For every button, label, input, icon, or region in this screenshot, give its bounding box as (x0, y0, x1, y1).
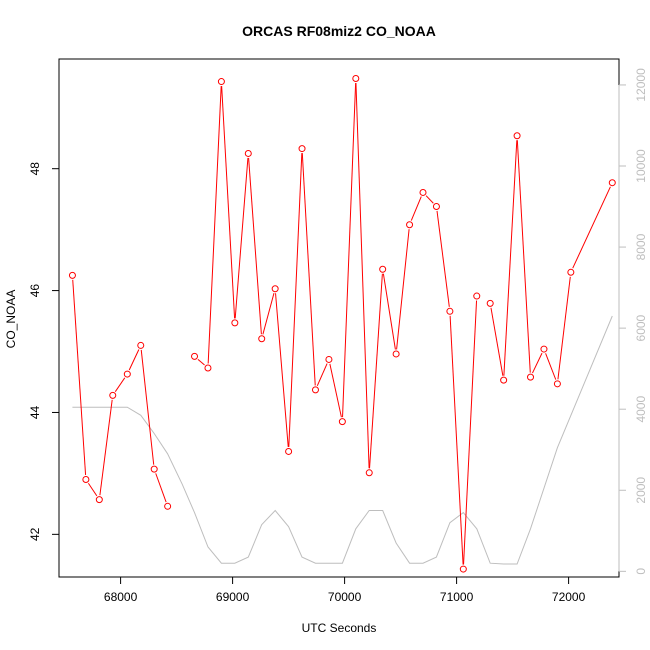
y2-tick-label: 10000 (634, 149, 648, 183)
co-data-point (231, 319, 239, 327)
co-data-point (446, 307, 454, 315)
y-tick-label: 46 (28, 284, 42, 298)
co-data-point (406, 221, 414, 229)
co-data-point (338, 418, 346, 426)
y-axis-label: CO_NOAA (4, 290, 18, 349)
co-series-line (557, 276, 571, 380)
x-tick-label: 70000 (328, 590, 362, 604)
y2-tick-label: 8000 (634, 233, 648, 260)
plot-frame (58, 58, 620, 578)
co-data-point (311, 386, 319, 394)
y2-tick-label: 12000 (634, 68, 648, 102)
co-data-point (244, 149, 252, 157)
co-data-point (298, 145, 306, 153)
co-series-line (516, 140, 531, 373)
co-data-point (95, 496, 103, 504)
co-data-point (191, 352, 199, 360)
co-series-line (221, 86, 236, 319)
co-data-point (608, 179, 616, 187)
co-series-line (128, 349, 140, 371)
co-data-point (123, 370, 131, 378)
co-data-point (258, 335, 266, 343)
co-data-point (527, 373, 535, 381)
co-series-line (197, 358, 205, 366)
co-data-point (164, 502, 172, 510)
co-series-line (275, 293, 289, 448)
co-data-point (285, 447, 293, 455)
co-series-line (382, 273, 396, 350)
co-data-point (68, 271, 76, 279)
co-data-point (392, 350, 400, 358)
x-tick-label: 69000 (216, 590, 250, 604)
chart-title: ORCAS RF08miz2 CO_NOAA (242, 23, 436, 39)
co-data-point (540, 345, 548, 353)
co-data-point (109, 391, 117, 399)
x-tick-label: 68000 (104, 590, 138, 604)
co-series-line (140, 349, 155, 465)
co-series-line (301, 153, 316, 386)
co-data-point (217, 78, 225, 86)
y-tick-label: 44 (28, 405, 42, 419)
secondary-series-line (72, 315, 613, 565)
co-series-line (207, 86, 222, 364)
x-axis-label: UTC Seconds (302, 621, 377, 635)
co-series-line (87, 482, 98, 497)
co-data-point (473, 292, 481, 300)
co-series-line (572, 186, 611, 269)
co-series-line (72, 279, 87, 476)
co-data-point (325, 355, 333, 363)
y2-tick-label: 4000 (634, 396, 648, 423)
co-series-line (369, 273, 383, 469)
co-series-line (532, 352, 543, 374)
co-series-line (490, 307, 504, 376)
co-series-line (316, 363, 328, 386)
co-data-point (459, 565, 467, 573)
co-data-point (513, 132, 521, 140)
co-series-line (155, 473, 167, 503)
co-series-line (329, 363, 342, 418)
y2-tick-label: 2000 (634, 477, 648, 504)
co-data-point (419, 188, 427, 196)
co-series-line (262, 292, 275, 335)
co-series-line (436, 210, 450, 307)
co-series-line (248, 157, 262, 335)
co-series-line (234, 157, 249, 319)
co-data-point (553, 380, 561, 388)
co-data-point (365, 469, 373, 477)
co-series-line (449, 315, 464, 565)
co-data-point (567, 268, 575, 276)
co-data-point (204, 364, 212, 372)
co-data-point (82, 475, 90, 483)
y-tick-label: 48 (28, 162, 42, 176)
co-series-line (410, 196, 422, 221)
co-data-point (432, 202, 440, 210)
co-series-line (545, 353, 557, 380)
co-data-point (352, 75, 360, 83)
co-series-line (99, 399, 113, 496)
co-series-line (425, 195, 434, 204)
co-series-line (355, 82, 370, 469)
co-series-line (288, 153, 303, 447)
co-series-line (503, 140, 518, 376)
co-series-line (463, 300, 478, 565)
y-tick-label: 42 (28, 527, 42, 541)
y2-tick-label: 0 (634, 568, 648, 575)
co-data-point (379, 265, 387, 273)
x-tick-label: 72000 (552, 590, 586, 604)
co-series-line (114, 377, 126, 392)
co-data-point (150, 465, 158, 473)
co-data-point (500, 376, 508, 384)
co-series-line (396, 229, 410, 350)
co-data-point (271, 285, 279, 293)
co-data-point (486, 299, 494, 307)
y2-tick-label: 6000 (634, 314, 648, 341)
co-data-point (137, 341, 145, 349)
co-series-line (342, 82, 357, 418)
x-tick-label: 71000 (440, 590, 474, 604)
